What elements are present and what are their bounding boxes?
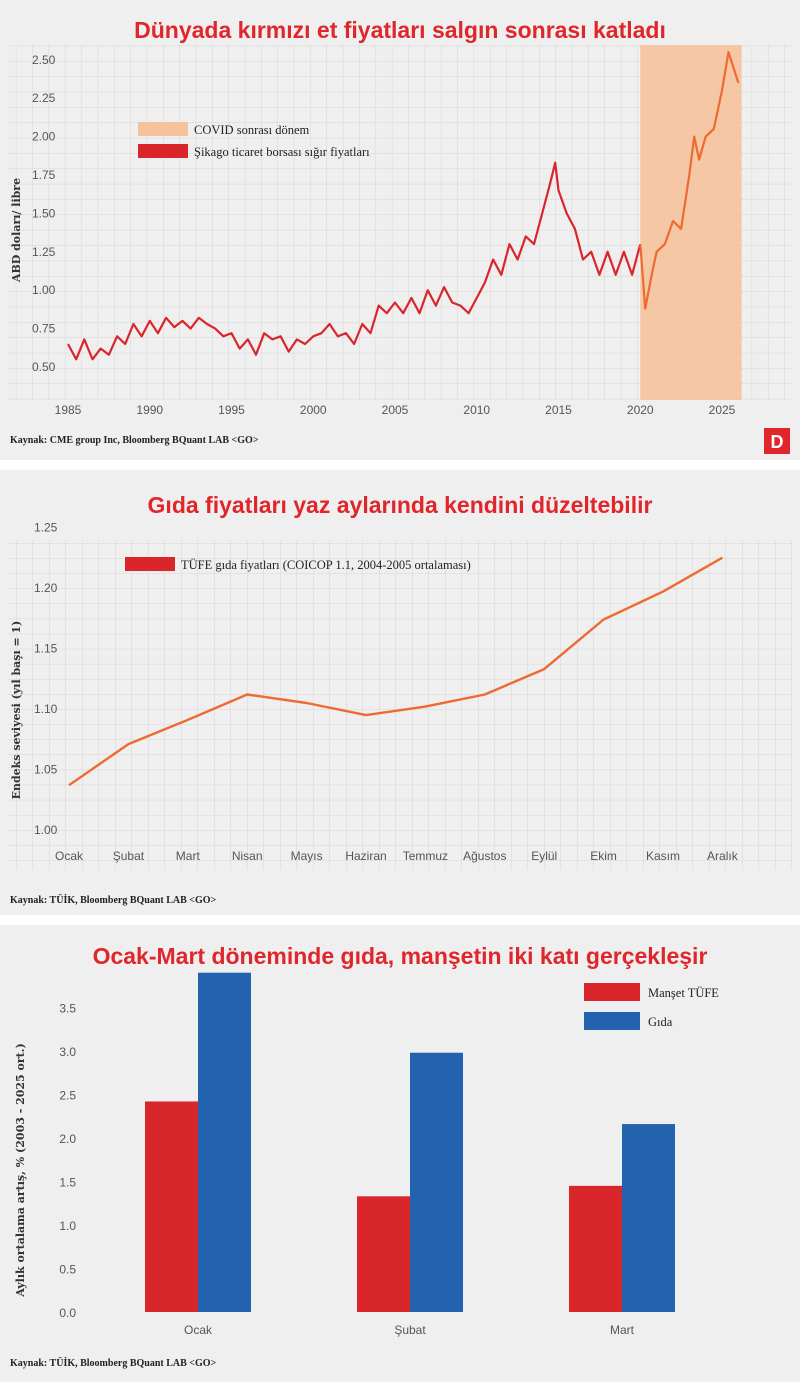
x-tick-label: 2010 <box>463 403 490 417</box>
y-tick-label: 2.5 <box>59 1089 76 1103</box>
y-tick-label: 1.75 <box>32 168 56 182</box>
y-tick-label: 0.5 <box>59 1263 76 1277</box>
bar-food-0 <box>198 973 251 1312</box>
chart-2-y-axis-label: Endeks seviyesi (yıl başı = 1) <box>10 621 23 800</box>
chart-2-title: Gıda fiyatları yaz aylarında kendini düz… <box>148 492 653 518</box>
logo-text: D <box>771 432 784 452</box>
chart-1-title: Dünyada kırmızı et fiyatları salgın sonr… <box>134 17 666 43</box>
x-tick-label: Mayıs <box>291 849 323 863</box>
bar-headline-cpi-1 <box>357 1196 410 1312</box>
x-tick-label: Nisan <box>232 849 263 863</box>
x-tick-label: 2000 <box>300 403 327 417</box>
y-tick-label: 0.0 <box>59 1306 76 1320</box>
y-tick-label: 3.5 <box>59 1002 76 1016</box>
chart-1-y-axis-label: ABD doları/ libre <box>10 178 23 283</box>
y-tick-label: 2.0 <box>59 1132 76 1146</box>
chart-3-title: Ocak-Mart döneminde gıda, manşetin iki k… <box>93 943 708 969</box>
y-tick-label: 2.00 <box>32 130 56 144</box>
legend-label-headline-cpi: Manşet TÜFE <box>648 986 719 1000</box>
y-tick-label: 1.00 <box>32 283 56 297</box>
y-tick-label: 0.75 <box>32 322 56 336</box>
legend-swatch-headline-cpi <box>584 983 640 1001</box>
legend-swatch-food <box>584 1012 640 1030</box>
chart-2-source: Kaynak: TÜİK, Bloomberg BQuant LAB <GO> <box>10 893 217 906</box>
x-tick-label: 2015 <box>545 403 572 417</box>
chart-1-panel: Dünyada kırmızı et fiyatları salgın sonr… <box>0 0 800 460</box>
legend-label-cattle: Şikago ticaret borsası sığır fiyatları <box>194 145 370 159</box>
chart-2-panel: Gıda fiyatları yaz aylarında kendini düz… <box>0 470 800 915</box>
x-tick-label: 1985 <box>55 403 82 417</box>
x-tick-label: 2025 <box>709 403 736 417</box>
chart-1-source: Kaynak: CME group Inc, Bloomberg BQuant … <box>10 435 259 446</box>
y-tick-label: 1.05 <box>34 763 58 777</box>
x-tick-label: 2005 <box>382 403 409 417</box>
legend-swatch-cattle <box>138 144 188 158</box>
x-tick-label: Eylül <box>531 849 557 863</box>
x-tick-label: Aralık <box>707 849 739 863</box>
chart-3-y-axis-label: Aylık ortalama artış, % (2003 - 2025 ort… <box>14 1043 27 1298</box>
y-tick-label: 1.15 <box>34 642 58 656</box>
covid-shaded-region <box>640 45 741 400</box>
y-tick-label: 1.10 <box>34 702 58 716</box>
y-tick-label: 1.0 <box>59 1219 76 1233</box>
legend-swatch-covid <box>138 122 188 136</box>
y-tick-label: 2.50 <box>32 53 56 67</box>
y-tick-label: 1.5 <box>59 1176 76 1190</box>
y-tick-label: 1.20 <box>34 581 58 595</box>
chart-3-panel: Ocak-Mart döneminde gıda, manşetin iki k… <box>0 925 800 1382</box>
x-tick-label: 2020 <box>627 403 654 417</box>
x-tick-label: Mart <box>610 1323 635 1337</box>
y-tick-label: 1.50 <box>32 206 56 220</box>
x-tick-label: 1995 <box>218 403 245 417</box>
x-tick-label: Ocak <box>55 849 84 863</box>
x-tick-label: 1990 <box>136 403 163 417</box>
chart-3-source: Kaynak: TÜİK, Bloomberg BQuant LAB <GO> <box>10 1356 217 1369</box>
y-tick-label: 1.25 <box>34 521 58 535</box>
y-tick-label: 0.50 <box>32 360 56 374</box>
x-tick-label: Haziran <box>345 849 386 863</box>
chart-2-grid <box>8 540 792 870</box>
d-logo: D <box>764 428 790 454</box>
legend-swatch-food-cpi <box>125 557 175 571</box>
bar-food-1 <box>410 1053 463 1312</box>
x-tick-label: Ağustos <box>463 849 506 863</box>
x-tick-label: Mart <box>176 849 201 863</box>
x-tick-label: Şubat <box>113 849 145 863</box>
legend-label-covid: COVID sonrası dönem <box>194 123 310 137</box>
x-tick-label: Ekim <box>590 849 617 863</box>
y-tick-label: 2.25 <box>32 91 56 105</box>
bar-food-2 <box>622 1124 675 1312</box>
legend-label-food: Gıda <box>648 1015 673 1029</box>
x-tick-label: Kasım <box>646 849 680 863</box>
legend-label-food-cpi: TÜFE gıda fiyatları (COICOP 1.1, 2004-20… <box>181 558 471 572</box>
y-tick-label: 3.0 <box>59 1045 76 1059</box>
x-tick-label: Ocak <box>184 1323 213 1337</box>
x-tick-label: Şubat <box>394 1323 426 1337</box>
bar-headline-cpi-0 <box>145 1101 198 1312</box>
y-tick-label: 1.00 <box>34 823 58 837</box>
bar-headline-cpi-2 <box>569 1186 622 1312</box>
y-tick-label: 1.25 <box>32 245 56 259</box>
x-tick-label: Temmuz <box>403 849 448 863</box>
